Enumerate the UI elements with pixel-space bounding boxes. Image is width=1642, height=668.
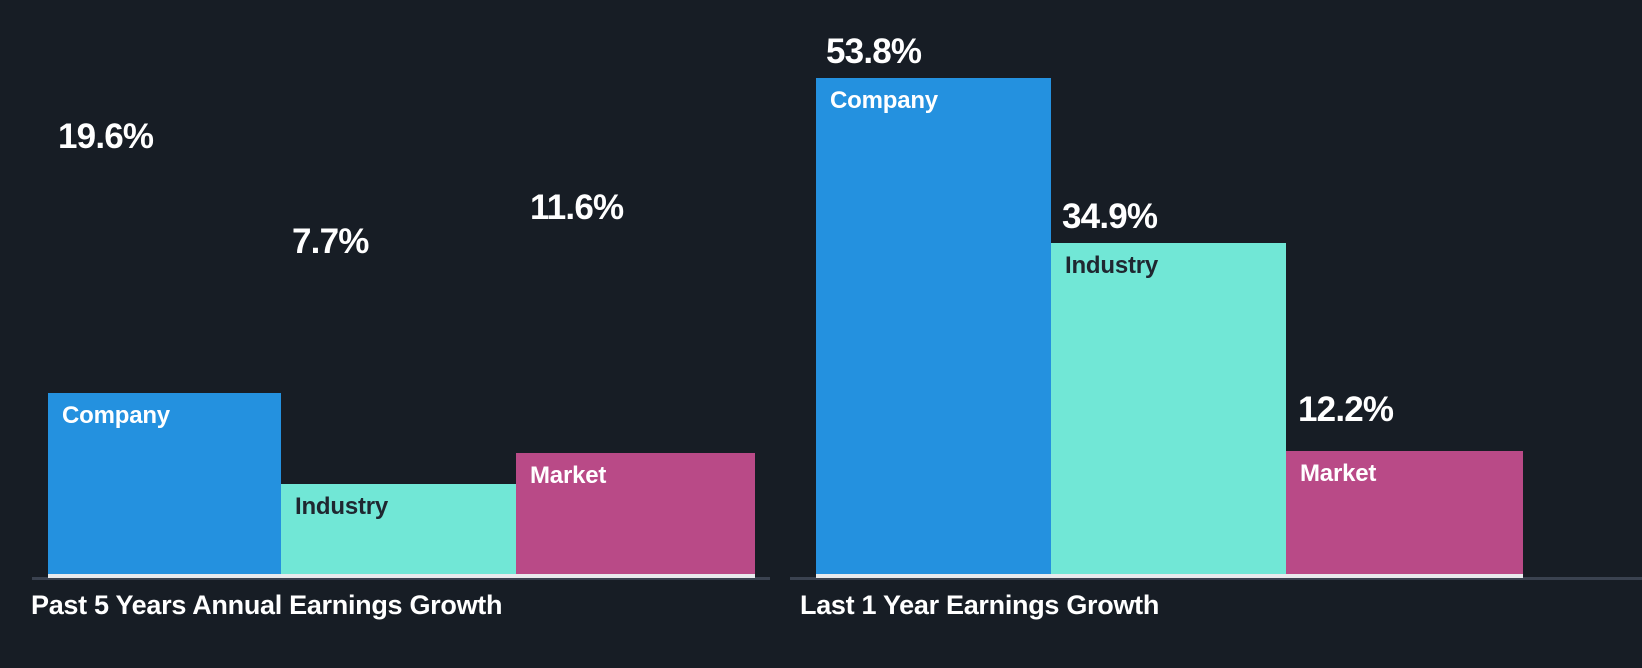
value-label-market: 12.2% <box>1298 390 1394 429</box>
bar-market[interactable]: Market <box>1286 451 1523 574</box>
bar-industry[interactable]: Industry <box>1051 243 1286 574</box>
bar-label-industry: Industry <box>295 493 389 520</box>
value-label-market: 11.6% <box>530 188 624 227</box>
chart-title-last-1-year: Last 1 Year Earnings Growth <box>800 590 1160 620</box>
value-label-industry: 7.7% <box>292 222 369 261</box>
chart-title-past-5-years: Past 5 Years Annual Earnings Growth <box>31 590 503 620</box>
bar-label-industry: Industry <box>1065 252 1159 279</box>
axis-baseline-rule <box>790 577 1642 580</box>
bar-label-market: Market <box>530 462 607 489</box>
bar-label-company: Company <box>62 402 170 429</box>
bar-industry[interactable]: Industry <box>281 484 516 574</box>
axis-baseline-rule <box>32 577 770 580</box>
bar-label-company: Company <box>830 87 938 114</box>
bar-label-market: Market <box>1300 460 1377 487</box>
bar-company[interactable]: Company <box>48 393 281 574</box>
value-label-industry: 34.9% <box>1062 197 1158 236</box>
chart-past-5-years: 19.6% Company 7.7% Industry 11.6% Market… <box>0 0 800 668</box>
value-label-company: 19.6% <box>58 117 154 156</box>
bar-company[interactable]: Company <box>816 78 1051 574</box>
chart-last-1-year: 53.8% Company 34.9% Industry 12.2% Marke… <box>790 0 1642 668</box>
bar-market[interactable]: Market <box>516 453 755 574</box>
axis-baseline <box>48 574 755 578</box>
value-label-company: 53.8% <box>826 32 922 71</box>
axis-baseline <box>816 574 1523 578</box>
